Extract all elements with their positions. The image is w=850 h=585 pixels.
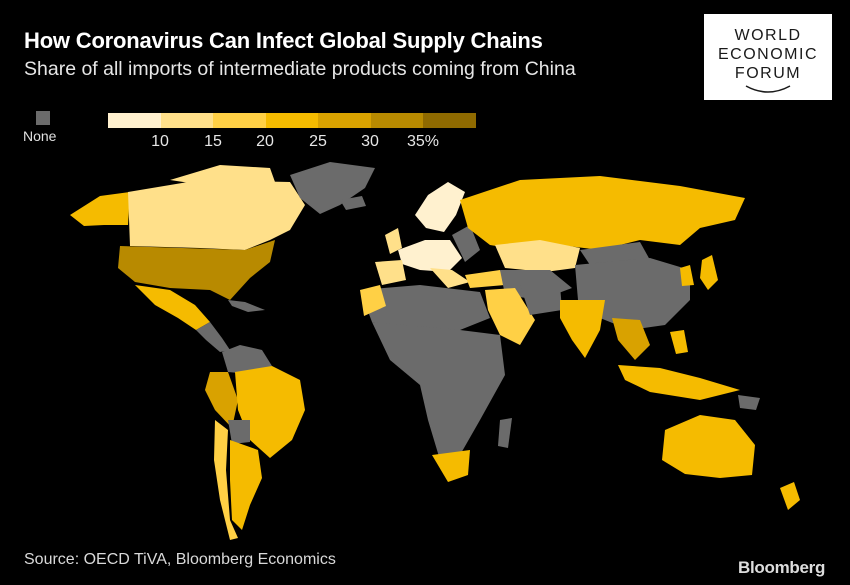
logo-line-1: WORLD	[734, 27, 801, 44]
legend-tick: 15	[204, 133, 222, 150]
region-china	[575, 258, 690, 330]
region-ecuador-peru	[205, 372, 238, 428]
region-greenland	[290, 162, 375, 214]
legend-tick: 30	[361, 133, 379, 150]
legend-swatch	[370, 113, 424, 128]
region-brazil	[235, 366, 305, 458]
region-kazakhstan	[495, 240, 580, 272]
region-sub-saharan-africa	[372, 322, 505, 460]
region-usa	[118, 240, 275, 300]
world-map	[70, 162, 800, 540]
logo-arc-icon	[745, 85, 791, 93]
region-southeast-asia	[612, 318, 650, 360]
wef-logo: WORLD ECONOMIC FORUM	[704, 14, 832, 100]
region-iceland	[340, 196, 366, 210]
region-papua-new-guinea	[738, 395, 760, 410]
region-mongolia	[580, 242, 650, 265]
region-north-africa	[360, 285, 490, 330]
region-south-africa	[432, 450, 470, 482]
region-eastern-europe	[452, 225, 480, 262]
legend-tick: 10	[151, 133, 169, 150]
region-uk-ireland	[385, 228, 402, 254]
legend-swatch	[265, 113, 319, 128]
legend-color-scale	[108, 113, 477, 128]
legend-ticks: 10 15 20 25 30 35%	[108, 133, 476, 153]
region-malaysia-indonesia	[618, 365, 740, 400]
logo-line-3: FORUM	[735, 65, 801, 82]
region-mexico	[135, 285, 210, 330]
region-caribbean	[228, 300, 265, 312]
legend-none-swatch	[36, 111, 50, 125]
legend-swatch	[108, 113, 161, 128]
region-bolivia	[228, 420, 250, 444]
region-italy-balkans	[430, 268, 470, 288]
region-middle-east	[485, 288, 535, 345]
region-chile	[214, 420, 238, 540]
region-central-america	[196, 322, 230, 352]
legend-swatch	[213, 113, 266, 128]
legend-tick: 35%	[406, 133, 440, 150]
logo-line-2: ECONOMIC	[718, 46, 818, 63]
region-india	[560, 300, 605, 358]
region-arctic-islands	[170, 165, 275, 186]
legend-tick: 20	[256, 133, 274, 150]
chart-subtitle: Share of all imports of intermediate pro…	[24, 58, 576, 80]
legend-swatch	[318, 113, 371, 128]
chart-title: How Coronavirus Can Infect Global Supply…	[24, 28, 543, 53]
region-morocco	[360, 285, 386, 316]
region-western-europe	[398, 240, 462, 272]
legend-swatch	[160, 113, 214, 128]
region-russia	[460, 176, 745, 250]
region-new-zealand	[780, 482, 800, 510]
legend-swatch	[423, 113, 477, 128]
legend-tick: 25	[309, 133, 327, 150]
legend-none-label: None	[23, 128, 57, 144]
region-iran	[520, 285, 562, 315]
region-turkey	[465, 270, 505, 288]
region-argentina	[230, 440, 262, 530]
source-note: Source: OECD TiVA, Bloomberg Economics	[24, 551, 336, 568]
region-australia	[662, 415, 755, 478]
region-philippines	[670, 330, 688, 354]
region-iberia	[375, 260, 406, 285]
region-canada	[128, 180, 305, 250]
region-scandinavia	[415, 182, 465, 232]
region-korea	[680, 265, 694, 286]
region-colombia-venezuela	[222, 345, 272, 374]
region-japan	[700, 255, 718, 290]
region-madagascar	[498, 418, 512, 448]
region-alaska	[70, 192, 130, 226]
brand-label: Bloomberg	[738, 558, 826, 577]
